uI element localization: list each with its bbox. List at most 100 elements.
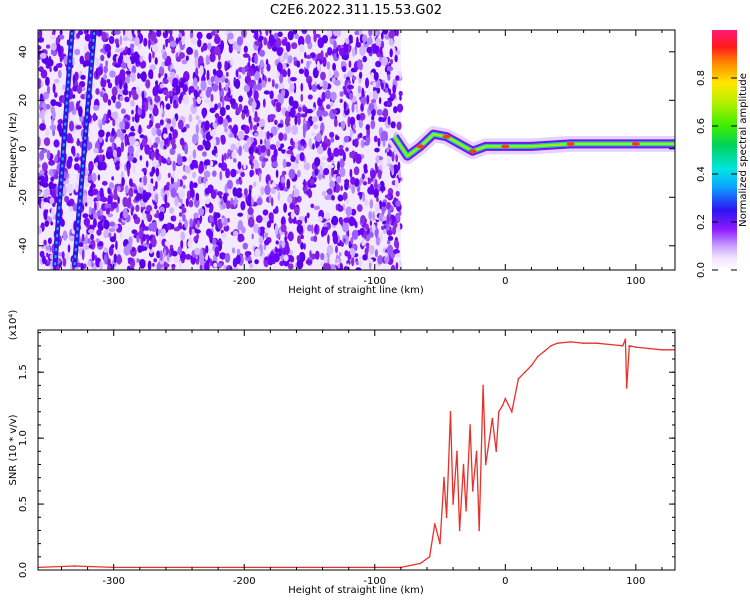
heatmap-cell [185, 55, 189, 61]
heatmap-cell [271, 161, 278, 168]
heatmap-cell [151, 151, 155, 162]
heatmap-cell [193, 97, 197, 108]
heatmap-cell [114, 30, 121, 35]
heatmap-cell [359, 227, 365, 236]
heatmap-cell [38, 36, 45, 43]
heatmap-cell [238, 130, 245, 141]
heatmap-cell [41, 255, 46, 264]
heatmap-cell [182, 126, 187, 132]
heatmap-cell [46, 260, 51, 266]
heatmap-cell [324, 89, 331, 100]
heatmap-cell [159, 250, 163, 262]
heatmap-cell [329, 264, 337, 270]
heatmap-cell [167, 172, 171, 178]
heatmap-cell [327, 188, 333, 195]
heatmap-cell [141, 219, 144, 227]
heatmap-cell [283, 51, 289, 60]
heatmap-cell [376, 86, 381, 94]
heatmap-cell [254, 31, 259, 40]
heatmap-cell [386, 214, 390, 225]
heatmap-cell [259, 49, 265, 57]
heatmap-cell [101, 31, 107, 43]
heatmap-cell [277, 94, 281, 100]
heatmap-cell [200, 46, 204, 53]
heatmap-cell [46, 150, 51, 160]
heatmap-cell [372, 82, 377, 88]
heatmap-cell [324, 135, 328, 144]
heatmap-cell [122, 129, 127, 134]
heatmap-cell [369, 199, 374, 209]
heatmap-cell [267, 254, 274, 266]
heatmap-cell [269, 218, 274, 224]
heatmap-cell [109, 70, 116, 78]
snr-xlabel: Height of straight line (km) [288, 585, 424, 596]
heatmap-cell [59, 53, 63, 63]
heatmap-cell [234, 78, 241, 89]
heatmap-cell [250, 30, 256, 34]
heatmap-cell [164, 240, 170, 247]
heatmap-cell [301, 146, 305, 151]
heatmap-cell [193, 89, 199, 98]
heatmap-cell [237, 74, 242, 79]
heatmap-cell [393, 221, 398, 229]
heatmap-cell [268, 212, 274, 221]
heatmap-cell [103, 247, 108, 253]
heatmap-cell [103, 219, 110, 230]
heatmap-cell [169, 41, 177, 47]
heatmap-cell [297, 35, 305, 47]
heatmap-cell [40, 224, 45, 229]
heatmap-cell [54, 78, 60, 84]
heatmap-cell [105, 137, 108, 143]
heatmap-cell [112, 95, 116, 104]
heatmap-cell [103, 229, 109, 239]
y-tick-label: 1.0 [18, 430, 29, 446]
heatmap-cell [316, 145, 324, 155]
heatmap-cell [259, 139, 263, 145]
heatmap-cell [47, 237, 52, 245]
heatmap-cell [390, 58, 393, 65]
heatmap-cell [254, 53, 258, 65]
heatmap-cell [182, 214, 186, 222]
heatmap-cell [235, 69, 239, 78]
heatmap-cell [360, 215, 366, 224]
snr-point [582, 342, 585, 345]
heatmap-cell [103, 73, 107, 80]
heatmap-cell [224, 252, 231, 263]
heatmap-cell [322, 56, 327, 67]
heatmap-cell [386, 155, 391, 164]
heatmap-cell [286, 150, 293, 155]
heatmap-cell [169, 96, 173, 105]
heatmap-cell [280, 89, 285, 98]
heatmap-cell [396, 103, 404, 113]
heatmap-cell [112, 118, 116, 127]
heatmap-cell [141, 104, 145, 110]
heatmap-cell [148, 52, 152, 63]
heatmap-cell [193, 217, 197, 227]
snr-series [38, 338, 675, 569]
heatmap-cell [39, 150, 45, 161]
heatmap-cell [217, 61, 222, 70]
heatmap-cell [393, 239, 399, 249]
heatmap-cell [180, 231, 186, 241]
heatmap-cell [43, 188, 51, 197]
heatmap-cell [301, 30, 306, 33]
heatmap-cell [227, 218, 230, 223]
heatmap-cell [381, 202, 386, 207]
heatmap-cell [178, 212, 183, 217]
heatmap-cell [155, 167, 160, 177]
heatmap-cell [265, 140, 271, 150]
heatmap-cell [339, 91, 344, 97]
heatmap-cell [98, 154, 103, 163]
heatmap-cell [364, 198, 369, 207]
heatmap-cell [267, 77, 271, 83]
heatmap-cell [272, 181, 277, 188]
heatmap-cell [290, 137, 294, 146]
heatmap-cell [335, 245, 338, 254]
heatmap-cell [323, 168, 330, 176]
x-tick-label: 0 [502, 276, 508, 287]
heatmap-cell [395, 200, 401, 208]
heatmap-cell [343, 217, 351, 223]
heatmap-cell [355, 267, 362, 270]
